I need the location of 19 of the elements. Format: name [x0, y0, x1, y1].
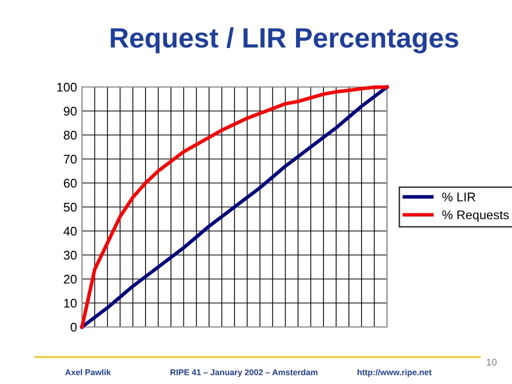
- y-tick-label: 40: [64, 226, 77, 236]
- text: 10: [486, 358, 497, 366]
- y-tick-label: 60: [64, 178, 77, 188]
- y-tick-label: 30: [64, 250, 77, 260]
- y-tick-label: 50: [64, 202, 77, 212]
- text: Axel Pawlik: [65, 369, 111, 376]
- legend-label: % LIR: [442, 192, 476, 202]
- text: RIPE 41 – January 2002 – Amsterdam: [170, 369, 318, 377]
- y-tick-label: 80: [64, 130, 77, 140]
- y-tick-label: 70: [64, 154, 77, 164]
- chart-title: Request / LIR Percentages: [110, 27, 458, 54]
- legend-label: % Requests: [442, 210, 509, 222]
- y-tick-label: 20: [64, 274, 77, 284]
- y-tick-label: 100: [57, 82, 77, 92]
- text: http://www.ripe.net: [358, 369, 432, 377]
- y-tick-label: 10: [64, 298, 77, 308]
- y-tick-label: 0: [70, 322, 77, 332]
- y-tick-label: 90: [64, 106, 77, 116]
- line-series: [80, 85, 389, 329]
